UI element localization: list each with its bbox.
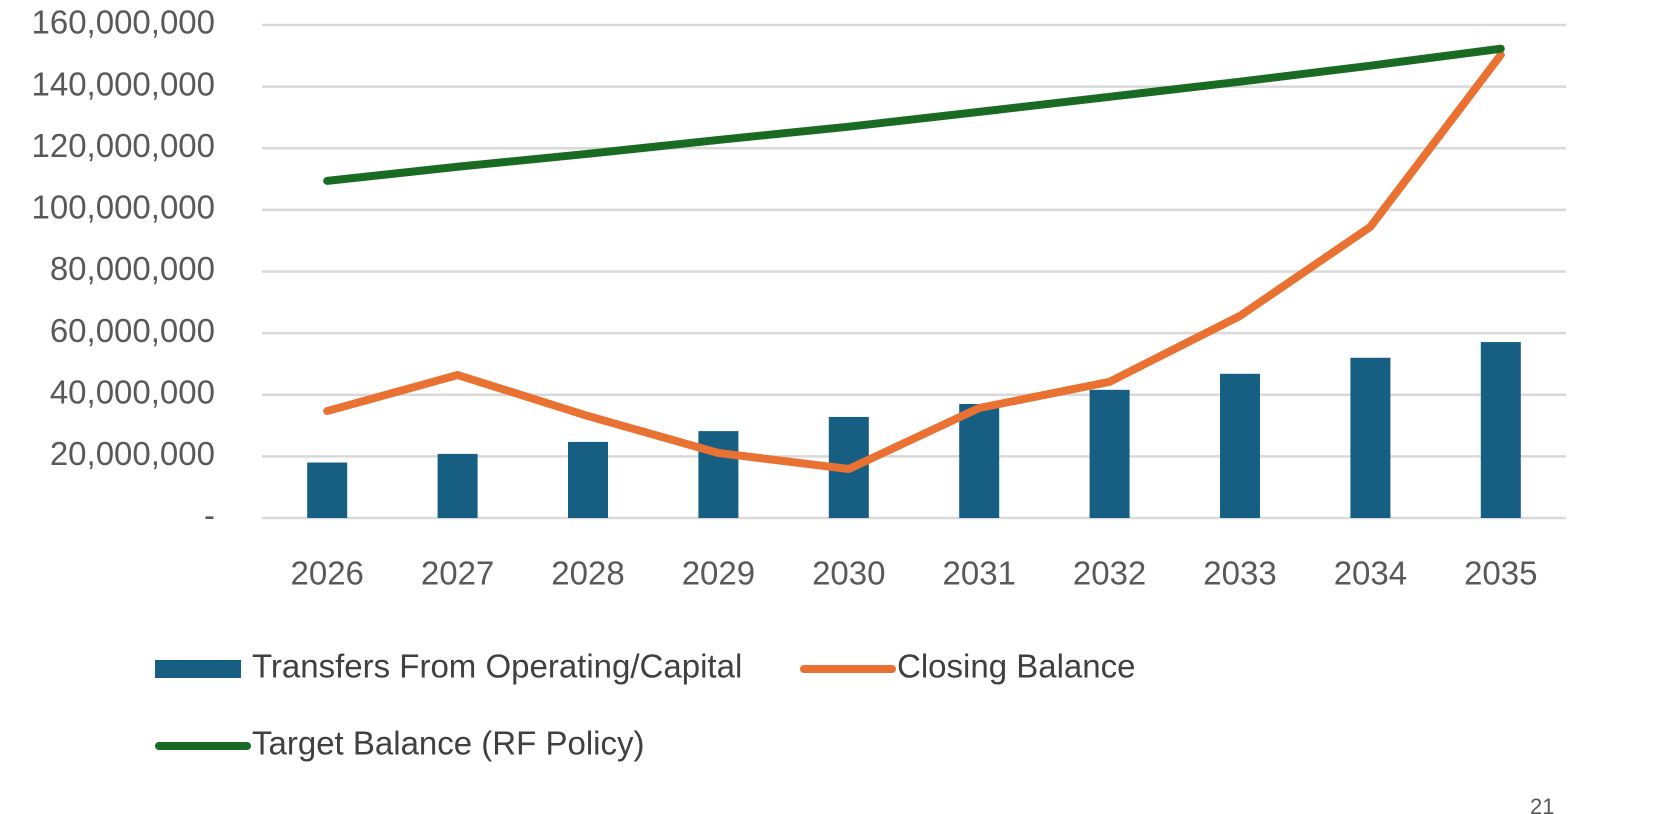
legend-label: Target Balance (RF Policy) — [252, 725, 644, 762]
bar — [959, 403, 1000, 518]
legend-label: Closing Balance — [897, 648, 1135, 685]
x-tick-label: 2033 — [1203, 555, 1276, 592]
bar — [698, 431, 739, 518]
bar — [307, 462, 348, 518]
x-tick-label: 2027 — [421, 555, 494, 592]
x-tick-label: 2030 — [812, 555, 885, 592]
y-tick-label: 140,000,000 — [31, 65, 215, 102]
y-tick-label: 160,000,000 — [31, 4, 215, 41]
bar — [1220, 373, 1260, 518]
x-tick-label: 2026 — [290, 555, 363, 592]
bar — [1480, 342, 1521, 518]
y-tick-label: 120,000,000 — [31, 127, 215, 164]
bar — [437, 453, 478, 518]
legend-swatch — [155, 660, 241, 678]
page-number: 21 — [1530, 794, 1554, 814]
x-tick-label: 2035 — [1464, 555, 1537, 592]
x-tick-label: 2031 — [942, 555, 1015, 592]
x-tick-label: 2028 — [551, 555, 624, 592]
bar — [568, 441, 608, 518]
x-tick-label: 2029 — [682, 555, 755, 592]
y-tick-label: 80,000,000 — [50, 250, 215, 287]
y-tick-label: 20,000,000 — [50, 435, 215, 472]
y-tick-label: 100,000,000 — [31, 189, 215, 226]
line — [323, 44, 1505, 185]
legend-label: Transfers From Operating/Capital — [252, 648, 742, 685]
x-tick-label: 2034 — [1334, 555, 1407, 592]
bar — [1350, 357, 1391, 518]
legend: Transfers From Operating/Capital Closing … — [155, 648, 1135, 762]
y-tick-label: 40,000,000 — [50, 373, 215, 410]
y-tick-label: 60,000,000 — [50, 312, 215, 349]
bar — [1089, 389, 1130, 518]
line — [323, 50, 1505, 474]
y-tick-label: - — [204, 497, 215, 534]
x-tick-label: 2032 — [1073, 555, 1146, 592]
